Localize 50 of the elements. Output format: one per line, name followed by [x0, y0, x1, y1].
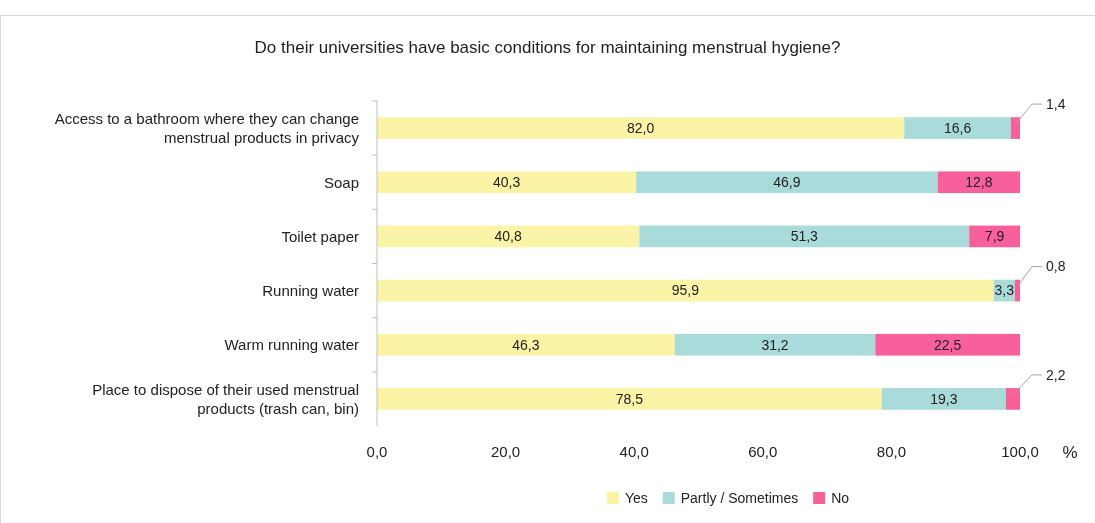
bar: [377, 333, 675, 356]
x-tick-label: 60,0: [748, 443, 778, 461]
x-tick-label: 40,0: [619, 443, 649, 461]
data-label: 3,3: [994, 282, 1015, 299]
bar: [881, 388, 1006, 410]
bar: [1005, 388, 1020, 410]
data-label: 51,3: [790, 228, 819, 245]
data-label: 31,2: [761, 336, 789, 353]
bar: [636, 171, 938, 194]
x-tick-label: 80,0: [876, 443, 906, 461]
data-label: 0,8: [1046, 258, 1066, 275]
data-label: 7,9: [984, 228, 1005, 245]
data-label: 40,3: [492, 174, 521, 191]
x-axis-title: %: [1062, 442, 1078, 462]
bar: [1011, 117, 1020, 139]
data-label: 82,0: [627, 119, 655, 136]
bar: [639, 225, 970, 248]
data-label: 95,9: [671, 282, 700, 299]
x-tick-label: 20,0: [491, 443, 521, 461]
bar: [377, 117, 905, 139]
x-tick-label: 0,0: [366, 443, 388, 461]
bar: [377, 171, 637, 194]
bar: [904, 117, 1011, 139]
bar: [377, 225, 640, 248]
x-tick-label: 100,0: [1001, 443, 1039, 461]
data-label: 16,6: [944, 119, 972, 136]
bar: [377, 279, 994, 302]
y-tick-label: Warm running water: [224, 336, 359, 353]
data-label: 46,9: [773, 174, 801, 191]
data-label: 40,8: [494, 228, 523, 245]
y-tick-label: Soap: [323, 173, 359, 191]
data-label: 12,8: [965, 174, 993, 191]
y-tick-label: Access to a bathroom where they can change menstrual products in privacy: [54, 109, 360, 146]
data-label: 19,3: [930, 390, 958, 407]
y-tick-label: Toilet paper: [281, 227, 359, 245]
legend-label: Yes: [624, 489, 648, 506]
y-tick-label: Place to dispose of their used menstrual products (trash can, bin): [92, 380, 359, 417]
data-label: 2,2: [1046, 366, 1066, 383]
bar: [937, 171, 1020, 194]
chart-title: Do their universities have basic conditions for maintaining menstrual hygiene?: [254, 37, 841, 57]
bar: [377, 388, 882, 410]
y-tick-label: Running water: [262, 281, 359, 299]
data-label: 1,4: [1046, 95, 1066, 112]
data-label: 78,5: [615, 390, 644, 407]
bar: [875, 333, 1020, 356]
legend-label: No: [831, 489, 850, 506]
bar: [674, 333, 876, 356]
data-label: 46,3: [512, 336, 540, 353]
data-label: 22,5: [934, 336, 962, 353]
legend-label: Partly / Sometimes: [680, 489, 799, 506]
